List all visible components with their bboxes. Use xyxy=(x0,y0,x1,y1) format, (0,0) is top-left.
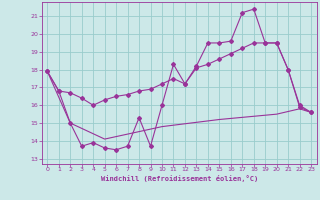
X-axis label: Windchill (Refroidissement éolien,°C): Windchill (Refroidissement éolien,°C) xyxy=(100,175,258,182)
